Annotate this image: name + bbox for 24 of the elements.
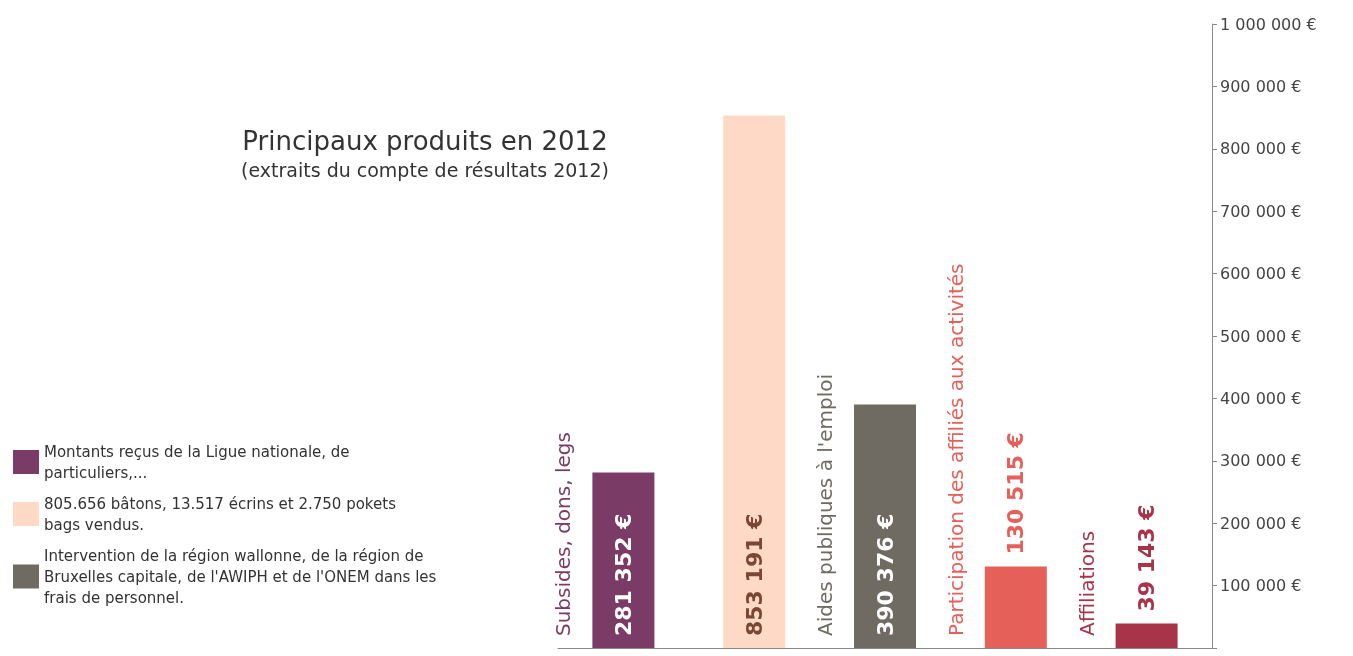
legend-label: Montants reçus de la Ligue nationale, de particuliers,... [44,442,355,482]
y-tick-label: 100 000 € [1220,576,1302,596]
x-tick-label: Aides publiques à l'emploi [813,373,837,636]
legend-label: Intervention de la région wallonne, de la région de Bruxelles capitale, de l'AWIPH et de l'ONEM dans les frais de personnel. [44,546,442,607]
y-tick-label: 300 000 € [1220,451,1302,471]
x-tick-label: Participation des affiliés aux activités [943,263,968,636]
data-label: 130 515 € [1003,432,1029,555]
x-tick-label: Affiliations [1074,530,1099,636]
data-label: 390 376 € [872,513,898,636]
y-tick-label: 900 000 € [1220,76,1302,96]
y-tick-label: 1 000 000 € [1220,14,1317,34]
data-label: 853 191 € [741,513,767,636]
data-label: 281 352 € [610,513,636,636]
y-tick-label: 800 000 € [1220,139,1302,159]
text: (extraits du compte de résultats 2012) [241,158,609,181]
y-tick-label: 600 000 € [1220,264,1302,284]
legend-label: 805.656 bâtons, 13.517 écrins et 2.750 pokets bags vendus. [44,494,401,534]
text: Principaux produits en 2012 [242,126,608,156]
data-label: 39 143 € [1134,504,1160,612]
y-tick-label: 400 000 € [1220,388,1302,408]
y-tick-label: 700 000 € [1220,201,1302,221]
y-tick-label: 200 000 € [1220,513,1302,533]
x-tick-label: Subsides, dons, legs [551,432,576,636]
y-tick-label: 500 000 € [1220,326,1302,346]
